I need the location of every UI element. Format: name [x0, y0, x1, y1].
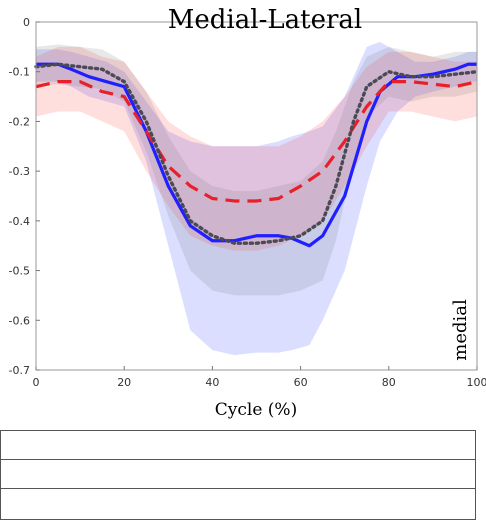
x-axis-label: Cycle (%): [215, 400, 297, 420]
band-dashed-series: [36, 46, 477, 251]
lower-panel-row: [1, 489, 475, 518]
y-tick-label: -0.3: [9, 165, 30, 178]
y-tick-label: -0.4: [9, 215, 30, 228]
x-tick-label: 20: [117, 376, 131, 389]
x-axis-ticks: 0 20 40 60 80 100: [33, 366, 486, 389]
line-dashed-series: [35, 80, 478, 203]
chart-title: Medial-Lateral: [168, 5, 362, 35]
medial-annotation: medial: [450, 299, 471, 361]
plot-area-frame: [35, 21, 478, 371]
y-tick-label: -0.6: [9, 314, 30, 327]
y-tick-label: 0: [23, 16, 30, 29]
y-tick-label: -0.2: [9, 115, 30, 128]
lower-panel-row: [1, 431, 475, 460]
y-tick-label: -0.7: [9, 364, 30, 377]
line-dotted-series: [34, 62, 479, 245]
lower-panel-frame: [0, 430, 476, 520]
x-tick-label: 40: [205, 376, 219, 389]
series-lines: [34, 62, 479, 248]
x-tick-label: 60: [294, 376, 308, 389]
x-tick-label: 100: [467, 376, 486, 389]
y-tick-label: -0.5: [9, 265, 30, 278]
y-axis-ticks: 0 -0.1 -0.2 -0.3 -0.4 -0.5 -0.6 -0.7: [9, 16, 40, 377]
x-tick-label: 80: [382, 376, 396, 389]
lower-panel-row: [1, 460, 475, 489]
y-tick-label: -0.1: [9, 66, 30, 79]
x-tick-label: 0: [33, 376, 40, 389]
confidence-bands: [36, 41, 477, 356]
